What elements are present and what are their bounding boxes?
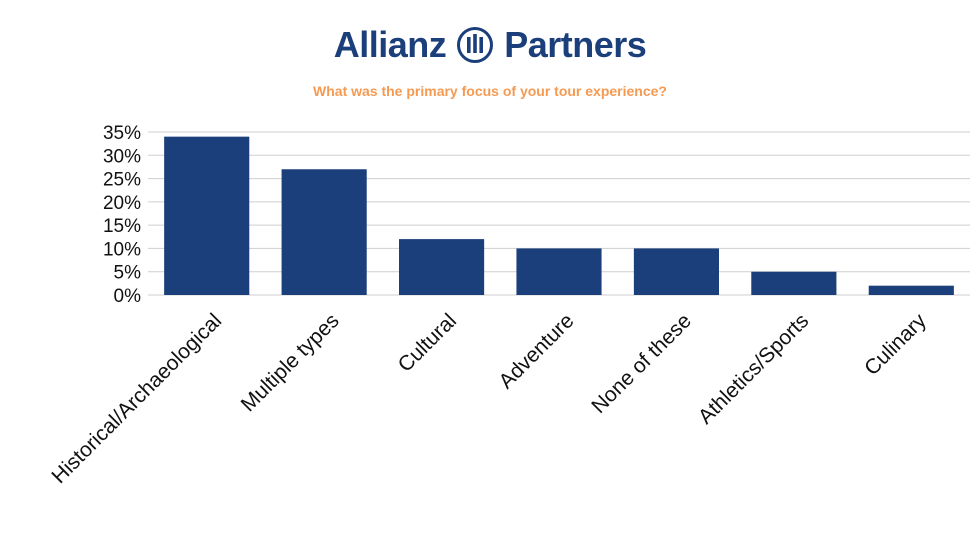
- y-tick-label: 0%: [114, 286, 142, 307]
- logo-word-right: Partners: [504, 24, 647, 65]
- brand-logo: Allianz Partners: [0, 24, 980, 66]
- bar: [516, 248, 602, 295]
- x-tick-label: Adventure: [495, 309, 579, 393]
- bars: [164, 136, 954, 295]
- y-tick-label: 25%: [103, 170, 141, 191]
- logo-word-left: Allianz: [333, 24, 447, 65]
- y-tick-label: 15%: [103, 216, 141, 237]
- bar: [281, 169, 367, 295]
- y-tick-label: 5%: [114, 263, 142, 284]
- x-tick-label: None of these: [587, 309, 696, 418]
- x-tick-label: Multiple types: [237, 309, 344, 416]
- y-tick-label: 35%: [103, 123, 141, 144]
- y-tick-label: 10%: [103, 239, 141, 260]
- bar: [868, 285, 954, 295]
- bar: [399, 239, 485, 295]
- x-tick-label: Historical/Archaeological: [47, 309, 226, 488]
- x-axis-category-labels: Historical/Archaeological Multiple types C…: [47, 309, 931, 488]
- bar: [633, 248, 719, 295]
- chart-subtitle: What was the primary focus of your tour …: [313, 83, 667, 99]
- x-tick-label: Cultural: [394, 309, 461, 376]
- y-tick-label: 30%: [103, 146, 141, 167]
- y-axis-tick-labels: 0%5% 10%15%20%25% 30%35%: [103, 123, 141, 307]
- bar: [751, 271, 837, 295]
- x-tick-label: Culinary: [860, 309, 931, 380]
- y-tick-label: 20%: [103, 193, 141, 214]
- x-tick-label: Athletics/Sports: [694, 309, 813, 428]
- bar: [164, 136, 250, 295]
- allianz-eagle-circle-icon: [457, 27, 494, 63]
